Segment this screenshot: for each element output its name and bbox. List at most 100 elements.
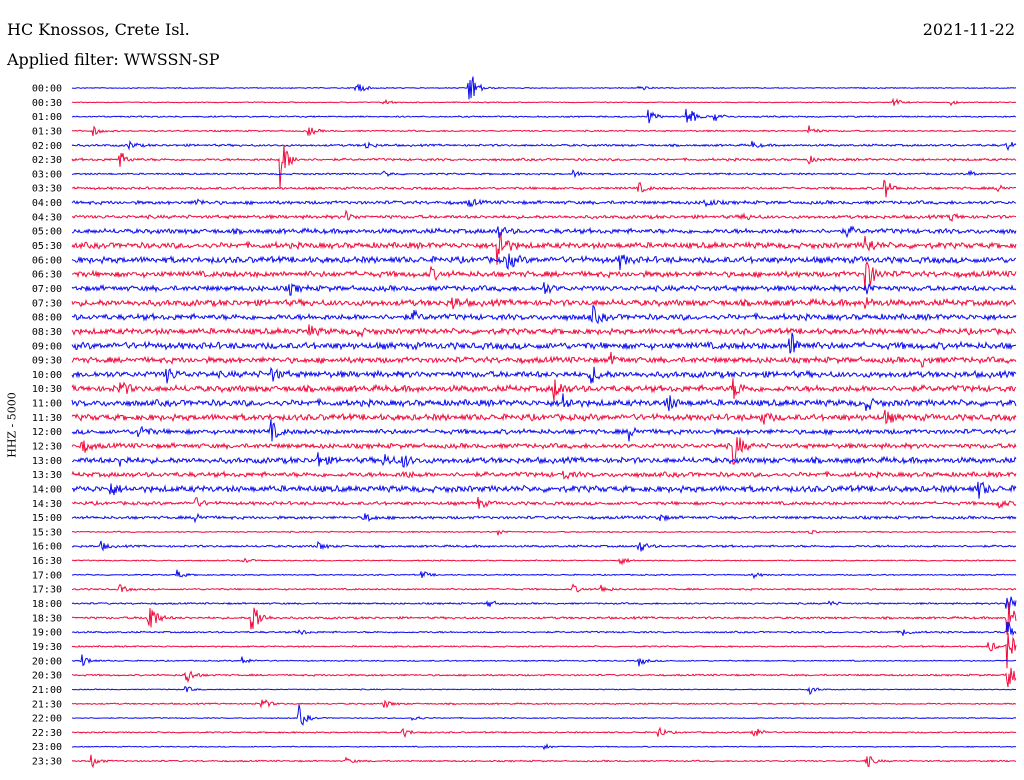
seismic-trace xyxy=(71,497,1017,509)
time-tick-label: 16:30 xyxy=(32,556,62,567)
seismic-trace xyxy=(71,667,1017,688)
time-tick-label: 12:30 xyxy=(32,442,62,453)
seismic-trace xyxy=(72,569,1017,580)
seismic-trace xyxy=(71,481,1017,499)
time-tick-label: 10:00 xyxy=(32,370,62,381)
time-tick-label: 23:00 xyxy=(32,742,62,753)
time-tick-label: 02:30 xyxy=(32,155,62,166)
time-tick-label: 03:00 xyxy=(32,169,62,180)
date-label: 2021-11-22 xyxy=(922,20,1015,39)
time-tick-label: 20:00 xyxy=(32,656,62,667)
seismic-trace xyxy=(71,261,1017,291)
seismic-trace xyxy=(71,393,1017,412)
seismic-trace xyxy=(71,233,1017,265)
seismic-trace xyxy=(71,198,1017,208)
time-tick-label: 07:00 xyxy=(32,284,62,295)
seismic-trace xyxy=(71,726,1017,739)
seismic-trace xyxy=(71,596,1017,614)
time-tick-label: 08:00 xyxy=(32,313,62,324)
time-tick-label: 21:00 xyxy=(32,685,62,696)
time-tick-label: 19:00 xyxy=(32,628,62,639)
seismic-trace xyxy=(71,686,1017,696)
seismic-trace xyxy=(71,378,1017,402)
seismic-trace xyxy=(71,583,1017,593)
seismic-trace xyxy=(71,209,1017,223)
seismic-trace xyxy=(71,76,1017,100)
seismic-trace xyxy=(71,633,1017,669)
time-tick-label: 20:30 xyxy=(32,671,62,682)
seismic-trace xyxy=(71,304,1017,325)
time-tick-label: 02:00 xyxy=(32,141,62,152)
seismic-trace xyxy=(71,324,1017,339)
time-tick-label: 17:30 xyxy=(32,585,62,596)
seismic-trace xyxy=(71,108,1017,124)
seismic-trace xyxy=(71,125,1017,137)
time-tick-label: 14:30 xyxy=(32,499,62,510)
seismic-trace xyxy=(71,621,1017,637)
seismic-trace xyxy=(71,529,1017,536)
seismic-trace xyxy=(71,144,1017,188)
time-tick-label: 11:30 xyxy=(32,413,62,424)
seismic-trace xyxy=(71,139,1017,151)
seismic-trace xyxy=(72,743,1017,751)
seismic-trace xyxy=(71,409,1017,425)
seismic-trace xyxy=(71,366,1017,384)
time-tick-label: 22:30 xyxy=(32,728,62,739)
time-tick-label: 04:00 xyxy=(32,198,62,209)
seismic-trace xyxy=(71,452,1017,468)
seismic-trace xyxy=(71,512,1017,524)
time-tick-label: 07:30 xyxy=(32,298,62,309)
time-tick-label: 19:30 xyxy=(32,642,62,653)
station-title: HC Knossos, Crete Isl. xyxy=(7,20,190,39)
seismic-trace xyxy=(71,437,1017,465)
time-tick-label: 16:00 xyxy=(32,542,62,553)
time-tick-label: 17:00 xyxy=(32,570,62,581)
seismic-trace xyxy=(71,169,1017,179)
seismic-trace xyxy=(71,470,1017,480)
seismic-trace xyxy=(71,601,1017,635)
time-tick-label: 13:30 xyxy=(32,470,62,481)
seismic-trace xyxy=(71,253,1017,271)
time-tick-label: 05:00 xyxy=(32,227,62,238)
time-tick-label: 23:30 xyxy=(32,757,62,768)
time-tick-label: 21:30 xyxy=(32,699,62,710)
seismic-trace xyxy=(71,704,1017,726)
time-tick-label: 06:00 xyxy=(32,255,62,266)
time-tick-label: 14:00 xyxy=(32,484,62,495)
time-tick-label: 03:30 xyxy=(32,184,62,195)
time-tick-label: 06:30 xyxy=(32,270,62,281)
seismic-trace xyxy=(71,654,1017,667)
time-tick-label: 05:30 xyxy=(32,241,62,252)
time-tick-label: 15:00 xyxy=(32,513,62,524)
time-tick-label: 01:00 xyxy=(32,112,62,123)
time-tick-label: 18:00 xyxy=(32,599,62,610)
seismic-trace xyxy=(71,419,1017,442)
time-tick-label: 18:30 xyxy=(32,613,62,624)
time-tick-label: 12:00 xyxy=(32,427,62,438)
seismic-trace xyxy=(72,225,1017,239)
time-tick-label: 11:00 xyxy=(32,399,62,410)
time-tick-label: 22:00 xyxy=(32,714,62,725)
time-tick-label: 00:30 xyxy=(32,98,62,109)
time-tick-label: 10:30 xyxy=(32,384,62,395)
seismic-trace xyxy=(71,699,1017,709)
seismic-trace xyxy=(71,97,1017,107)
seismic-trace xyxy=(71,754,1016,769)
seismic-trace xyxy=(71,297,1017,310)
seismic-trace xyxy=(71,351,1017,368)
seismic-trace xyxy=(71,179,1017,198)
time-tick-label: 00:00 xyxy=(32,84,62,95)
seismic-trace xyxy=(71,540,1017,552)
seismic-trace xyxy=(71,282,1017,296)
time-tick-label: 04:30 xyxy=(32,212,62,223)
filter-label: Applied filter: WWSSN-SP xyxy=(7,50,220,69)
time-tick-label: 09:30 xyxy=(32,356,62,367)
time-tick-label: 09:00 xyxy=(32,341,62,352)
time-tick-label: 13:00 xyxy=(32,456,62,467)
seismic-trace xyxy=(71,557,1017,566)
time-tick-label: 01:30 xyxy=(32,126,62,137)
time-tick-label: 15:30 xyxy=(32,527,62,538)
seismic-trace xyxy=(71,332,1017,354)
time-tick-label: 08:30 xyxy=(32,327,62,338)
